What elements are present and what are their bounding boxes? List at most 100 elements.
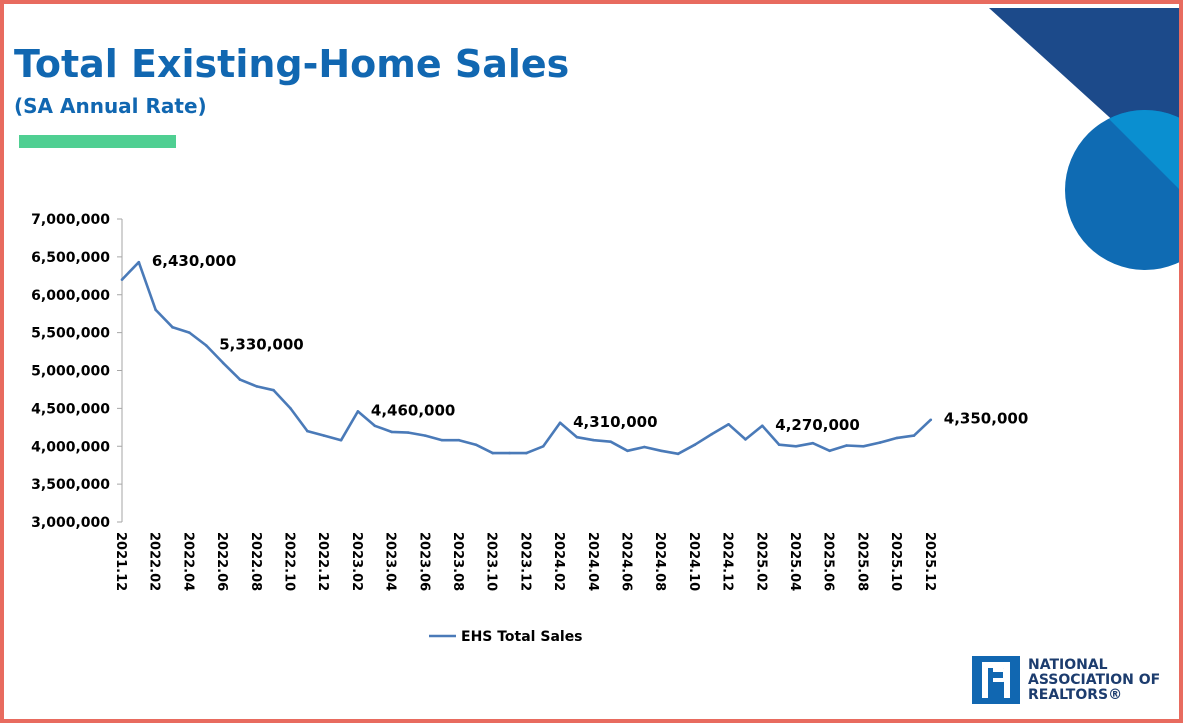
x-tick-label: 2023.06 (416, 532, 431, 591)
x-tick-label: 2022.04 (180, 532, 195, 591)
data-label: 4,350,000 (944, 410, 1028, 428)
data-point (878, 441, 882, 444)
x-tick-label: 2024.04 (585, 532, 600, 591)
data-point (306, 429, 309, 433)
data-label: 4,270,000 (775, 416, 859, 434)
data-point (390, 430, 393, 434)
data-point (828, 449, 831, 453)
data-point (761, 424, 764, 428)
data-point (659, 449, 663, 453)
data-point (154, 308, 157, 312)
data-point (221, 361, 225, 365)
y-tick-label: 5,000,000 (31, 364, 110, 380)
data-point (744, 438, 747, 441)
data-point (289, 407, 292, 410)
realtor-r-icon (972, 656, 1020, 704)
data-point (171, 326, 174, 329)
legend-label: EHS Total Sales (461, 629, 583, 645)
x-tick-label: 2023.02 (349, 532, 364, 591)
data-point (407, 431, 410, 434)
x-tick-label: 2022.12 (315, 532, 330, 591)
y-tick-label: 4,500,000 (31, 401, 110, 417)
logo-line-2: ASSOCIATION OF (1028, 671, 1161, 688)
x-tick-label: 2025.08 (854, 532, 869, 591)
data-point (137, 260, 141, 264)
y-tick-label: 3,000,000 (31, 515, 110, 531)
data-point (188, 331, 191, 334)
x-tick-label: 2025.10 (888, 532, 903, 591)
y-tick-label: 6,000,000 (31, 288, 110, 304)
page-title: Total Existing-Home Sales (14, 42, 570, 86)
x-tick-label: 2022.02 (147, 532, 162, 591)
x-tick-label: 2024.06 (619, 532, 634, 591)
x-tick-label: 2023.10 (484, 532, 499, 591)
data-point (895, 436, 899, 440)
data-point (356, 410, 360, 413)
data-point (255, 385, 259, 388)
x-tick-label: 2023.08 (450, 532, 465, 591)
decorative-shapes (989, 8, 1179, 270)
page-subtitle: (SA Annual Rate) (14, 94, 207, 118)
data-point (676, 452, 680, 456)
data-label: 4,460,000 (371, 401, 455, 419)
data-point (811, 441, 815, 445)
line-chart: 3,000,000 3,500,000 4,000,000 4,500,000 5,00… (31, 212, 1028, 645)
data-point (204, 344, 208, 347)
data-point (794, 444, 798, 448)
data-point (272, 388, 275, 392)
y-tick-label: 7,000,000 (31, 212, 110, 228)
y-tick-label: 3,500,000 (31, 477, 110, 493)
x-tick-label: 2024.02 (551, 532, 566, 591)
x-tick-label: 2025.02 (753, 532, 768, 591)
data-label: 4,310,000 (573, 413, 657, 431)
data-point (541, 444, 545, 448)
data-point (626, 449, 629, 453)
x-tick-label: 2024.10 (686, 532, 701, 591)
data-point (373, 424, 377, 428)
logo-text: NATIONAL ASSOCIATION OF REALTORS® (1028, 656, 1161, 703)
y-tick-label: 4,000,000 (31, 439, 110, 455)
x-tick-label: 2022.10 (282, 532, 297, 591)
data-point (845, 444, 848, 447)
data-point (592, 438, 596, 442)
data-point (862, 444, 865, 448)
data-point (491, 451, 495, 455)
x-tick-label: 2022.08 (248, 532, 263, 591)
logo-line-3: REALTORS® (1028, 686, 1123, 703)
data-point (693, 443, 697, 447)
x-tick-label: 2025.12 (922, 532, 937, 591)
data-point (558, 421, 562, 425)
data-point (322, 434, 326, 437)
data-point (929, 418, 933, 422)
x-tick-label: 2023.04 (383, 532, 398, 591)
y-tick-label: 6,500,000 (31, 250, 110, 266)
data-point (440, 438, 444, 442)
data-point (508, 451, 511, 455)
data-point (643, 445, 646, 449)
data-point (238, 378, 242, 381)
data-point (474, 443, 478, 447)
x-tick-label: 2022.06 (214, 532, 229, 591)
y-tick-label: 5,500,000 (31, 326, 110, 342)
data-point (777, 443, 781, 447)
x-tick-label: 2023.12 (517, 532, 532, 591)
data-point (609, 440, 612, 444)
data-point (120, 278, 124, 281)
data-point (710, 432, 714, 436)
data-point (457, 438, 461, 442)
data-point (727, 422, 730, 426)
data-label: 5,330,000 (219, 336, 303, 354)
x-tick-label: 2024.08 (652, 532, 667, 591)
data-point (424, 434, 427, 437)
logo-line-1: NATIONAL (1028, 656, 1108, 673)
x-tick-label: 2024.12 (720, 532, 735, 591)
data-point (525, 451, 528, 455)
data-point (575, 435, 579, 439)
x-tick-label: 2025.06 (821, 532, 836, 591)
x-tick-label: 2021.12 (113, 532, 128, 591)
x-tick-label: 2025.04 (787, 532, 802, 591)
accent-bar (19, 135, 176, 148)
data-point (912, 434, 916, 437)
nar-logo: NATIONAL ASSOCIATION OF REALTORS® (972, 656, 1160, 704)
